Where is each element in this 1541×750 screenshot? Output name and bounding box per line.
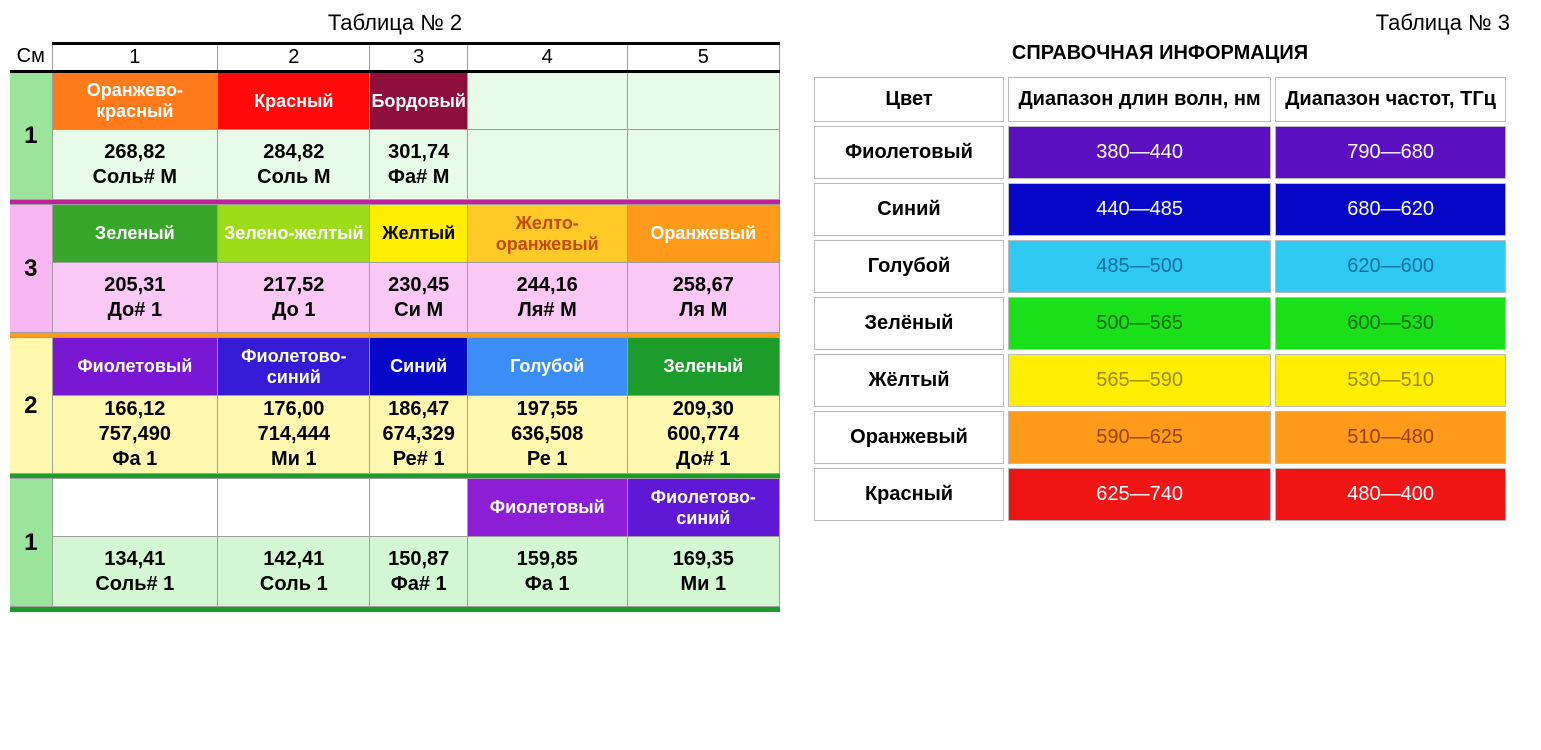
group-0-data-0: 268,82Соль# М <box>52 130 218 200</box>
t3-name-4: Жёлтый <box>814 354 1004 407</box>
col-4: 4 <box>467 44 627 72</box>
group-2-color-4: Зеленый <box>627 338 779 396</box>
group-2-label: 2 <box>10 338 52 474</box>
table3-panel: Таблица № 3 СПРАВОЧНАЯ ИНФОРМАЦИЯ Цвет Д… <box>810 10 1510 612</box>
table2-header-row: См 1 2 3 4 5 <box>10 44 780 72</box>
hdr-wave: Диапазон длин волн, нм <box>1008 77 1271 122</box>
t3-freq-1: 680—620 <box>1275 183 1506 236</box>
group-3-data-0: 134,41Соль# 1 <box>52 537 218 607</box>
group-1-data-1: 217,52До 1 <box>218 263 370 333</box>
group-2-color-3: Голубой <box>467 338 627 396</box>
t3-wave-3: 500—565 <box>1008 297 1271 350</box>
group-2-data-4: 209,30600,774До# 1 <box>627 396 779 474</box>
group-0-data-2: 301,74Фа# М <box>370 130 467 200</box>
t3-row-3: Зелёный500—565600—530 <box>814 297 1506 350</box>
table3-subtitle: СПРАВОЧНАЯ ИНФОРМАЦИЯ <box>810 42 1510 65</box>
t3-wave-0: 380—440 <box>1008 126 1271 179</box>
t3-row-2: Голубой485—500620—600 <box>814 240 1506 293</box>
group-1-label: 3 <box>10 205 52 333</box>
hdr-color: Цвет <box>814 77 1004 122</box>
group-2-data-1: 176,00714,444Ми 1 <box>218 396 370 474</box>
group-0-color-2: Бордовый <box>370 72 467 130</box>
table2-corner: См <box>10 44 52 72</box>
group-2-data-0: 166,12757,490Фа 1 <box>52 396 218 474</box>
table3-header-row: Цвет Диапазон длин волн, нм Диапазон час… <box>814 77 1506 122</box>
group-3-data-4: 169,35Ми 1 <box>627 537 779 607</box>
group-3-data-3: 159,85Фа 1 <box>467 537 627 607</box>
t3-row-6: Красный625—740480—400 <box>814 468 1506 521</box>
group-1-data-2: 230,45Си М <box>370 263 467 333</box>
t3-wave-2: 485—500 <box>1008 240 1271 293</box>
group-0-color-0: Оранжево-красный <box>52 72 218 130</box>
group-1-color-1: Зелено-желтый <box>218 205 370 263</box>
group-2-data-3: 197,55636,508Ре 1 <box>467 396 627 474</box>
group-1-color-3: Желто-оранжевый <box>467 205 627 263</box>
group-3-color-1 <box>218 479 370 537</box>
t3-name-5: Оранжевый <box>814 411 1004 464</box>
col-1: 1 <box>52 44 218 72</box>
group-3-color-3: Фиолетовый <box>467 479 627 537</box>
group-1-color-0: Зеленый <box>52 205 218 263</box>
t3-name-0: Фиолетовый <box>814 126 1004 179</box>
group-0-data-1: 284,82Соль М <box>218 130 370 200</box>
t3-freq-6: 480—400 <box>1275 468 1506 521</box>
group-3-data-1: 142,41Соль 1 <box>218 537 370 607</box>
group-1-data-4: 258,67Ля М <box>627 263 779 333</box>
table2-title: Таблица № 2 <box>10 10 780 36</box>
t3-row-1: Синий440—485680—620 <box>814 183 1506 236</box>
t3-freq-0: 790—680 <box>1275 126 1506 179</box>
group-3-color-0 <box>52 479 218 537</box>
group-1-data-3: 244,16Ля# М <box>467 263 627 333</box>
col-3: 3 <box>370 44 467 72</box>
group-2-color-2: Синий <box>370 338 467 396</box>
group-1-data-0: 205,31До# 1 <box>52 263 218 333</box>
t3-row-5: Оранжевый590—625510—480 <box>814 411 1506 464</box>
table2-panel: Таблица № 2 См 1 2 3 4 5 1Оранжево-красн… <box>10 10 780 612</box>
group-0-color-1: Красный <box>218 72 370 130</box>
group-0-color-4 <box>627 72 779 130</box>
group-2-color-0: Фиолетовый <box>52 338 218 396</box>
group-3-data-2: 150,87Фа# 1 <box>370 537 467 607</box>
group-0-data-3 <box>467 130 627 200</box>
group-3-label: 1 <box>10 479 52 607</box>
group-3-color-2 <box>370 479 467 537</box>
group-0-data-4 <box>627 130 779 200</box>
table2: См 1 2 3 4 5 1Оранжево-красныйКрасныйБор… <box>10 42 780 612</box>
group-1-color-2: Желтый <box>370 205 467 263</box>
t3-freq-5: 510—480 <box>1275 411 1506 464</box>
t3-wave-5: 590—625 <box>1008 411 1271 464</box>
group-2-color-1: Фиолетово-синий <box>218 338 370 396</box>
t3-name-2: Голубой <box>814 240 1004 293</box>
table3-title: Таблица № 3 <box>810 10 1510 36</box>
t3-name-6: Красный <box>814 468 1004 521</box>
group-2-data-2: 186,47674,329Ре# 1 <box>370 396 467 474</box>
col-2: 2 <box>218 44 370 72</box>
group-3-color-4: Фиолетово-синий <box>627 479 779 537</box>
group-0-label: 1 <box>10 72 52 200</box>
t3-wave-4: 565—590 <box>1008 354 1271 407</box>
col-5: 5 <box>627 44 779 72</box>
t3-row-0: Фиолетовый380—440790—680 <box>814 126 1506 179</box>
t3-wave-1: 440—485 <box>1008 183 1271 236</box>
group-1-color-4: Оранжевый <box>627 205 779 263</box>
group-0-color-3 <box>467 72 627 130</box>
t3-freq-3: 600—530 <box>1275 297 1506 350</box>
hdr-freq: Диапазон частот, ТГц <box>1275 77 1506 122</box>
t3-freq-4: 530—510 <box>1275 354 1506 407</box>
group-sep-3 <box>10 607 780 612</box>
t3-wave-6: 625—740 <box>1008 468 1271 521</box>
t3-name-3: Зелёный <box>814 297 1004 350</box>
table3: Цвет Диапазон длин волн, нм Диапазон час… <box>810 73 1510 525</box>
t3-freq-2: 620—600 <box>1275 240 1506 293</box>
t3-row-4: Жёлтый565—590530—510 <box>814 354 1506 407</box>
t3-name-1: Синий <box>814 183 1004 236</box>
